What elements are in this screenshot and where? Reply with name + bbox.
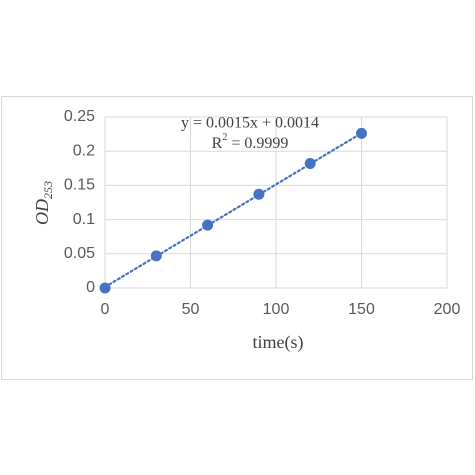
x-tick-label: 150: [348, 301, 375, 318]
y-tick-label: 0: [86, 279, 95, 296]
trendline: [103, 132, 363, 289]
trendline-equation: y = 0.0015x + 0.0014: [181, 115, 319, 132]
y-axis-label-main: OD: [32, 199, 52, 225]
y-axis-label-sub: 253: [41, 181, 55, 199]
x-axis-label: time(s): [253, 332, 304, 353]
y-tick-label: 0.25: [64, 108, 95, 125]
y-tick-label: 0.1: [73, 211, 95, 228]
data-point: [253, 188, 265, 200]
y-tick-label: 0.2: [73, 142, 95, 159]
data-point: [202, 219, 214, 231]
x-tick-label: 200: [434, 301, 461, 318]
y-tick-label: 0.05: [64, 245, 95, 262]
data-point: [356, 127, 367, 139]
chart-frame: [1, 96, 473, 380]
r2-text: = 0.9999: [227, 135, 288, 152]
r2-prefix: R: [212, 135, 223, 152]
r2-sup: 2: [222, 132, 227, 143]
data-point: [99, 282, 111, 294]
y-axis-label: OD253: [32, 181, 55, 225]
x-tick-label: 50: [182, 301, 200, 318]
plot-area: 0 0.05 0.1 0.15 0.2 0.25 0 50 100 150 200: [64, 108, 461, 318]
y-tick-label: 0.15: [64, 177, 95, 194]
r-squared: R2 = 0.9999: [212, 132, 289, 151]
x-tick-label: 0: [101, 301, 110, 318]
data-point: [150, 250, 162, 262]
x-tick-label: 100: [263, 301, 290, 318]
data-point: [304, 158, 316, 170]
